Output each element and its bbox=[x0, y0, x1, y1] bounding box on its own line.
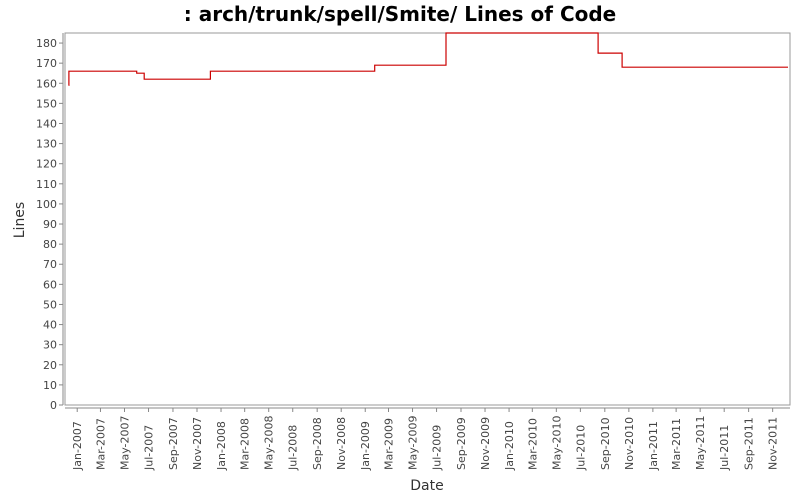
x-tick-label: Jul-2008 bbox=[287, 425, 300, 471]
y-tick-label: 80 bbox=[43, 238, 57, 251]
x-tick-label: Nov-2010 bbox=[623, 417, 636, 470]
x-tick-label: Jul-2010 bbox=[574, 425, 587, 471]
x-tick-label: Mar-2011 bbox=[670, 418, 683, 470]
x-tick-label: Jul-2011 bbox=[718, 425, 731, 471]
x-tick-label: Mar-2009 bbox=[382, 418, 395, 470]
x-tick-label: May-2008 bbox=[263, 415, 276, 470]
x-axis: Jan-2007 Mar-2007 May-2007 Jul-2007 Sep-2007… bbox=[65, 407, 790, 471]
y-tick-label: 180 bbox=[36, 37, 57, 50]
x-tick-label: Sep-2007 bbox=[167, 417, 180, 470]
x-tick-label: Sep-2009 bbox=[455, 417, 468, 470]
y-tick-label: 30 bbox=[43, 339, 57, 352]
x-tick-label: May-2007 bbox=[118, 415, 131, 470]
y-tick-label: 120 bbox=[36, 158, 57, 171]
y-axis-label: Lines bbox=[12, 202, 28, 238]
y-tick-label: 100 bbox=[36, 198, 57, 211]
y-tick-label: 40 bbox=[43, 319, 57, 332]
y-tick-label: 160 bbox=[36, 77, 57, 90]
x-tick-label: Jul-2009 bbox=[431, 425, 444, 471]
x-tick-label: Jan-2010 bbox=[503, 421, 516, 471]
y-axis: 0 10 20 30 40 50 60 70 80 90 100 110 120 130 140 150 160… bbox=[36, 33, 64, 412]
series-line bbox=[68, 32, 788, 86]
y-tick-label: 10 bbox=[43, 379, 57, 392]
y-tick-label: 130 bbox=[36, 138, 57, 151]
x-tick-label: Mar-2010 bbox=[526, 418, 539, 470]
x-tick-label: Nov-2009 bbox=[479, 417, 492, 470]
y-tick-label: 170 bbox=[36, 57, 57, 70]
x-tick-label: Nov-2011 bbox=[767, 417, 780, 470]
plot-area bbox=[64, 32, 791, 406]
x-tick-label: Sep-2010 bbox=[599, 417, 612, 470]
x-axis-label: Date bbox=[410, 478, 443, 494]
x-tick-label: May-2009 bbox=[407, 415, 420, 470]
x-tick-label: Jan-2008 bbox=[215, 421, 228, 471]
x-tick-label: May-2011 bbox=[694, 415, 707, 470]
y-tick-label: 50 bbox=[43, 298, 57, 311]
y-tick-label: 90 bbox=[43, 218, 57, 231]
y-tick-label: 20 bbox=[43, 359, 57, 372]
y-tick-label: 70 bbox=[43, 258, 57, 271]
x-tick-label: Nov-2008 bbox=[335, 417, 348, 470]
x-tick-label: Mar-2007 bbox=[94, 418, 107, 470]
y-tick-label: 110 bbox=[36, 178, 57, 191]
x-tick-label: Sep-2008 bbox=[311, 417, 324, 470]
y-tick-label: 150 bbox=[36, 97, 57, 110]
x-tick-label: Jul-2007 bbox=[143, 425, 156, 471]
series-layer bbox=[68, 32, 788, 86]
x-tick-label: Nov-2007 bbox=[191, 417, 204, 470]
y-tick-label: 140 bbox=[36, 117, 57, 130]
x-tick-label: Mar-2008 bbox=[239, 418, 252, 470]
x-tick-label: Jan-2009 bbox=[359, 421, 372, 471]
x-tick-label: Jan-2007 bbox=[71, 421, 84, 471]
x-tick-label: Sep-2011 bbox=[743, 417, 756, 470]
y-tick-label: 60 bbox=[43, 278, 57, 291]
y-tick-label: 0 bbox=[50, 399, 57, 412]
x-tick-label: May-2010 bbox=[550, 415, 563, 470]
chart-title: : arch/trunk/spell/Smite/ Lines of Code bbox=[183, 2, 617, 26]
x-tick-label: Jan-2011 bbox=[647, 421, 660, 471]
